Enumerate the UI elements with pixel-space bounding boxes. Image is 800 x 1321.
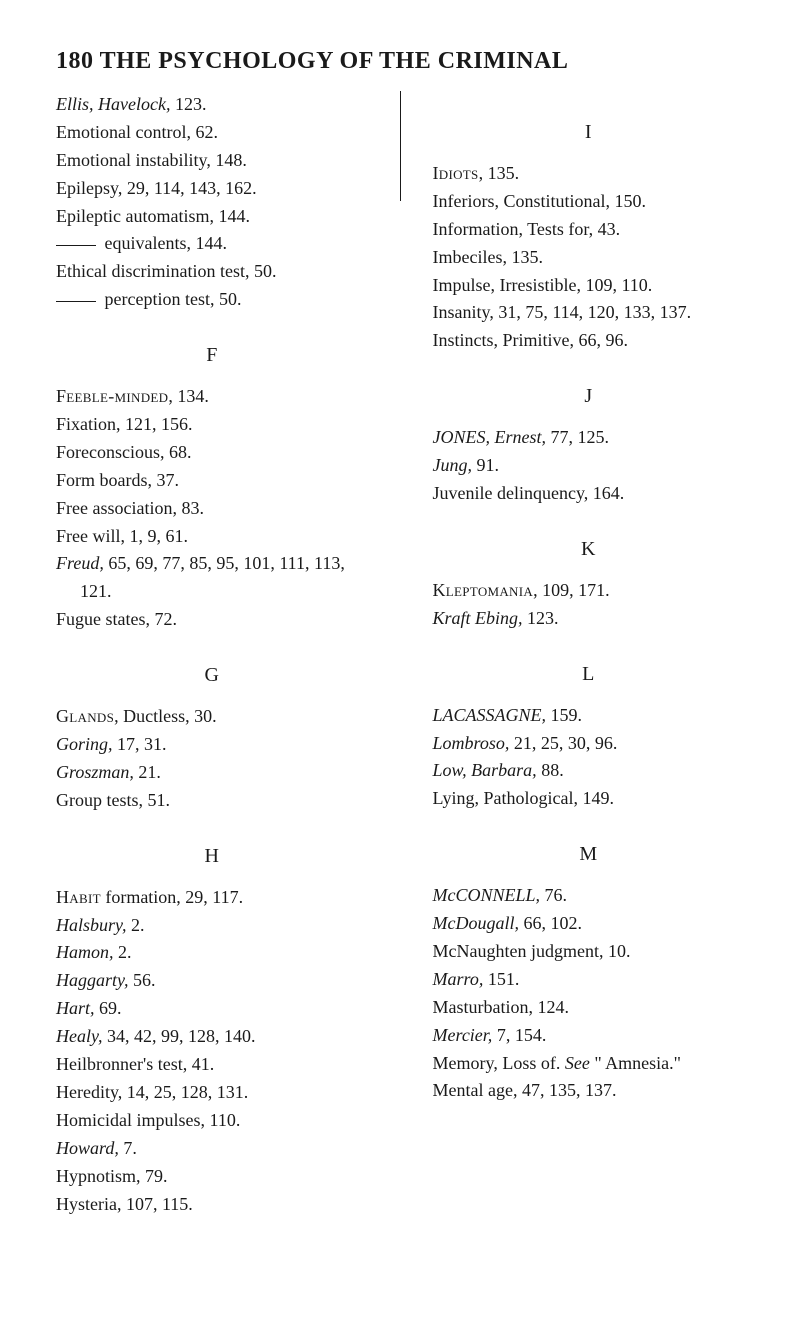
index-entry: Marro, 151. [433, 966, 745, 994]
index-columns: Ellis, Havelock, 123.Emotional control, … [56, 91, 744, 1218]
section-letter: L [433, 663, 745, 686]
section-letter: F [56, 344, 368, 367]
index-entry: Emotional control, 62. [56, 119, 368, 147]
index-entry: LACASSAGNE, 159. [433, 702, 745, 730]
index-entry: Kraft Ebing, 123. [433, 605, 745, 633]
index-entry: Emotional instability, 148. [56, 147, 368, 175]
index-entry: Homicidal impulses, 110. [56, 1107, 368, 1135]
section-letter: H [56, 845, 368, 868]
right-column: I Idiots, 135.Inferiors, Constitutional, … [433, 91, 745, 1218]
index-entry: JONES, Ernest, 77, 125. [433, 424, 745, 452]
index-entry: Free association, 83. [56, 495, 368, 523]
index-entry: Kleptomania, 109, 171. [433, 577, 745, 605]
index-entry: Fugue states, 72. [56, 606, 368, 634]
index-entry: Howard, 7. [56, 1135, 368, 1163]
index-entry: Lying, Pathological, 149. [433, 785, 745, 813]
index-entry: Fixation, 121, 156. [56, 411, 368, 439]
index-entry: McCONNELL, 76. [433, 882, 745, 910]
index-entry: Epilepsy, 29, 114, 143, 162. [56, 175, 368, 203]
section-letter: G [56, 664, 368, 687]
index-entry: Habit formation, 29, 117. [56, 884, 368, 912]
section-letter: J [433, 385, 745, 408]
index-entry: perception test, 50. [56, 286, 368, 314]
index-entry: Jung, 91. [433, 452, 745, 480]
index-entry: Memory, Loss of. See " Amnesia." [433, 1050, 745, 1078]
section-letter: M [433, 843, 745, 866]
index-entry: Hysteria, 107, 115. [56, 1191, 368, 1219]
index-entry: Hypnotism, 79. [56, 1163, 368, 1191]
index-entry: Imbeciles, 135. [433, 244, 745, 272]
index-entry: Form boards, 37. [56, 467, 368, 495]
index-entry: McNaughten judgment, 10. [433, 938, 745, 966]
index-entry: Goring, 17, 31. [56, 731, 368, 759]
index-entry: Healy, 34, 42, 99, 128, 140. [56, 1023, 368, 1051]
index-entry: Hart, 69. [56, 995, 368, 1023]
index-entry: Foreconscious, 68. [56, 439, 368, 467]
index-entry: Inferiors, Constitutional, 150. [433, 188, 745, 216]
index-entry: Ethical discrimination test, 50. [56, 258, 368, 286]
index-entry: Idiots, 135. [433, 160, 745, 188]
column-divider [400, 91, 401, 201]
index-entry: Group tests, 51. [56, 787, 368, 815]
left-column: Ellis, Havelock, 123.Emotional control, … [56, 91, 368, 1218]
index-entry: Heredity, 14, 25, 128, 131. [56, 1079, 368, 1107]
section-letter: K [433, 538, 745, 561]
index-entry: Insanity, 31, 75, 114, 120, 133, 137. [433, 299, 745, 327]
page-header: 180 THE PSYCHOLOGY OF THE CRIMINAL [56, 48, 744, 75]
index-entry: Feeble-minded, 134. [56, 383, 368, 411]
index-entry: Free will, 1, 9, 61. [56, 523, 368, 551]
index-entry: Halsbury, 2. [56, 912, 368, 940]
index-entry: Hamon, 2. [56, 939, 368, 967]
index-entry: Low, Barbara, 88. [433, 757, 745, 785]
index-entry: Impulse, Irresistible, 109, 110. [433, 272, 745, 300]
index-entry: Glands, Ductless, 30. [56, 703, 368, 731]
index-entry: Groszman, 21. [56, 759, 368, 787]
index-entry: Juvenile delinquency, 164. [433, 480, 745, 508]
index-entry: Heilbronner's test, 41. [56, 1051, 368, 1079]
section-letter: I [433, 121, 745, 144]
index-entry: Mercier, 7, 154. [433, 1022, 745, 1050]
index-entry: Ellis, Havelock, 123. [56, 91, 368, 119]
index-entry: equivalents, 144. [56, 230, 368, 258]
index-entry: Epileptic automatism, 144. [56, 203, 368, 231]
index-entry: Freud, 65, 69, 77, 85, 95, 101, 111, 113… [56, 550, 368, 606]
index-entry: Haggarty, 56. [56, 967, 368, 995]
index-entry: Lombroso, 21, 25, 30, 96. [433, 730, 745, 758]
index-entry: Information, Tests for, 43. [433, 216, 745, 244]
index-entry: McDougall, 66, 102. [433, 910, 745, 938]
index-entry: Instincts, Primitive, 66, 96. [433, 327, 745, 355]
index-entry: Masturbation, 124. [433, 994, 745, 1022]
index-entry: Mental age, 47, 135, 137. [433, 1077, 745, 1105]
